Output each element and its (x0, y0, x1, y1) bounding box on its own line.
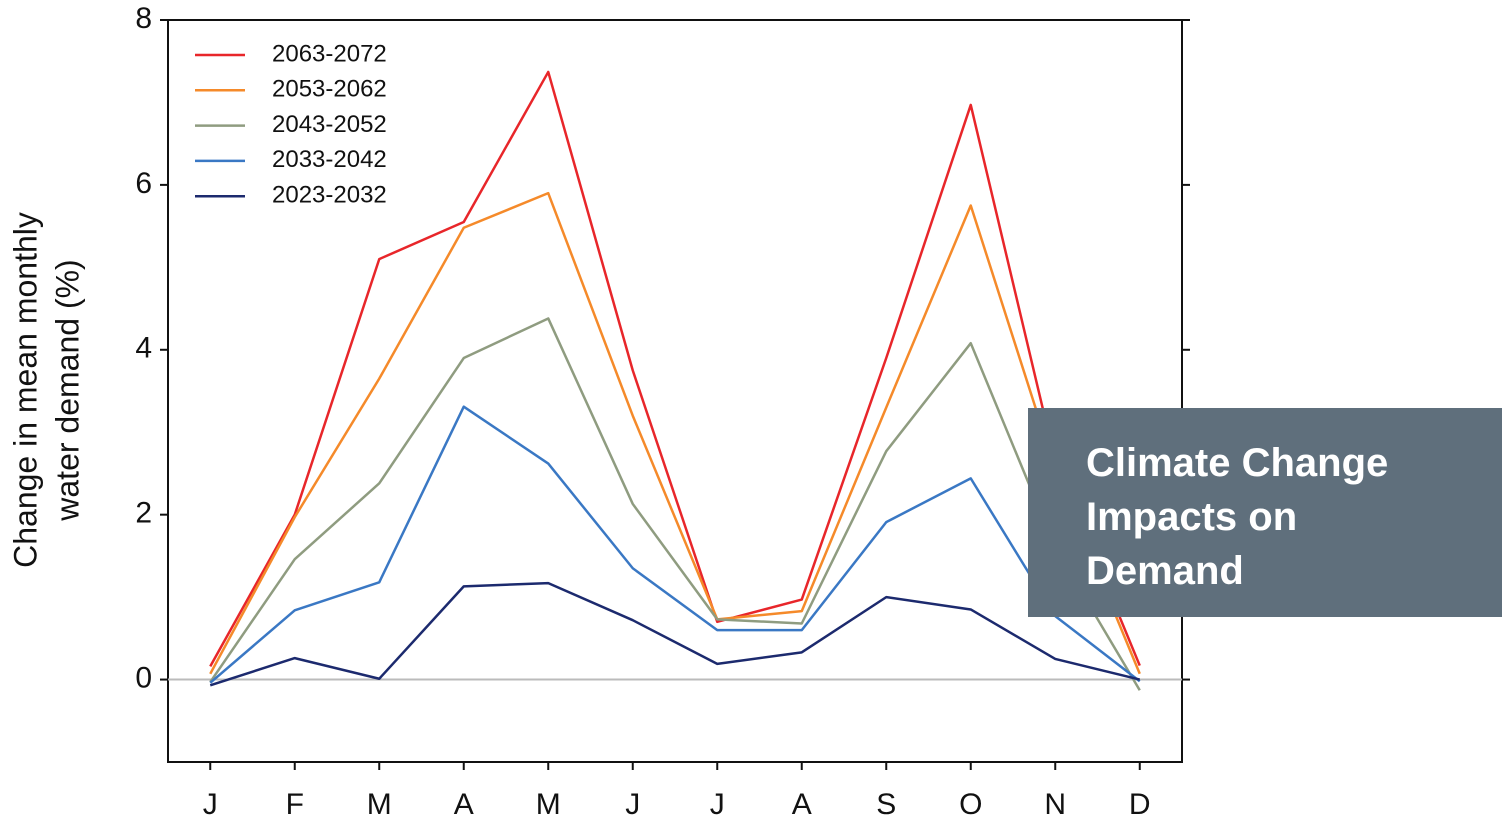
x-tick-label: J (625, 788, 640, 821)
legend-label: 2043-2052 (272, 111, 387, 138)
legend-label: 2033-2042 (272, 146, 387, 173)
overlay-box: Climate Change Impacts on Demand (1028, 408, 1502, 617)
y-tick-label: 0 (135, 661, 152, 694)
x-tick-label: M (367, 788, 392, 821)
y-tick-label: 4 (135, 332, 152, 365)
series-line (209, 405, 1141, 684)
x-tick-label: M (536, 788, 561, 821)
x-tick-label: A (454, 788, 474, 821)
y-tick-label: 8 (135, 2, 152, 35)
series-line (209, 581, 1141, 687)
legend-label: 2053-2062 (272, 76, 387, 103)
x-tick-label: O (959, 788, 982, 821)
plot-frame (167, 19, 1183, 763)
legend-label: 2063-2072 (272, 40, 387, 67)
overlay-title: Climate Change Impacts on Demand (1086, 441, 1389, 593)
series-line (209, 191, 1141, 675)
series-line (209, 317, 1141, 691)
x-tick-label: A (792, 788, 812, 821)
x-tick-label: D (1129, 788, 1151, 821)
y-axis-label: water demand (%) (49, 259, 85, 521)
y-tick-label: 2 (135, 497, 152, 530)
x-tick-label: J (203, 788, 218, 821)
legend-label: 2023-2032 (272, 182, 387, 209)
x-tick-label: S (876, 788, 896, 821)
y-axis-label: Change in mean monthly (7, 212, 43, 568)
x-tick-label: F (286, 788, 304, 821)
series-line (209, 70, 1141, 667)
x-tick-label: J (710, 788, 725, 821)
x-tick-label: N (1044, 788, 1066, 821)
y-tick-label: 6 (135, 167, 152, 200)
